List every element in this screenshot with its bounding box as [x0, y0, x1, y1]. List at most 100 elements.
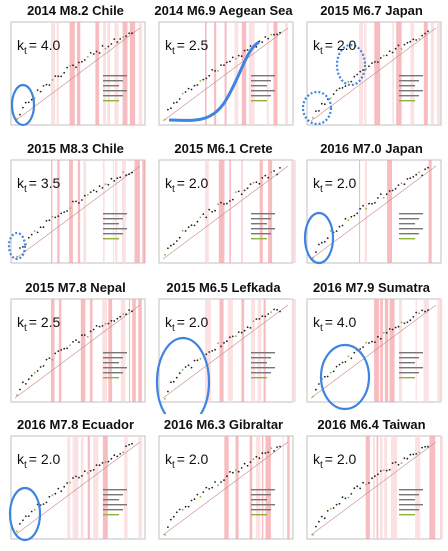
- kt-annotation: kt = 2.0: [313, 175, 357, 195]
- data-point: [211, 486, 214, 489]
- data-point: [388, 50, 391, 53]
- stats-line: [399, 80, 419, 82]
- window-band: [132, 299, 136, 402]
- data-point: [89, 469, 92, 472]
- data-point: [231, 56, 234, 59]
- stats-line: [399, 95, 419, 97]
- data-point: [104, 322, 107, 325]
- data-point: [81, 334, 83, 337]
- data-point: [379, 470, 382, 472]
- data-point: [63, 71, 66, 74]
- window-band: [380, 299, 383, 402]
- data-point: [249, 45, 252, 47]
- data-point: [81, 475, 83, 477]
- panel-11: 2016 M6.3 Gibraltar kt = 2.0: [151, 416, 296, 551]
- data-point: [231, 335, 234, 338]
- panel-8: 2015 M6.5 Lefkada kt = 2.0: [151, 279, 296, 414]
- stats-line: [251, 218, 271, 220]
- stats-line: [399, 85, 415, 87]
- fit-line: [14, 304, 141, 399]
- data-point: [318, 383, 320, 385]
- stats-line: [399, 213, 423, 215]
- data-point: [22, 519, 24, 522]
- data-point: [104, 183, 107, 186]
- window-band: [51, 160, 53, 263]
- window-band: [107, 22, 111, 125]
- data-point: [252, 181, 255, 184]
- data-point: [214, 348, 216, 351]
- data-point: [365, 341, 367, 344]
- data-point: [264, 452, 267, 454]
- data-point: [412, 453, 415, 456]
- window-band: [80, 436, 84, 539]
- data-point: [92, 469, 95, 471]
- stats-line: [399, 100, 415, 102]
- data-point: [412, 176, 415, 178]
- data-point: [196, 493, 199, 496]
- data-point: [128, 443, 130, 446]
- data-point: [273, 450, 275, 452]
- data-point: [208, 488, 211, 490]
- data-point: [409, 40, 412, 43]
- data-point: [199, 495, 202, 498]
- data-point: [246, 187, 249, 190]
- window-band: [291, 299, 296, 402]
- data-point: [229, 60, 231, 63]
- panel-7: 2015 M7.8 Nepal kt = 2.5: [3, 279, 148, 414]
- window-band: [89, 299, 93, 402]
- data-point: [211, 210, 214, 213]
- stats-line: [103, 95, 123, 97]
- data-point: [217, 484, 219, 487]
- window-band: [415, 436, 421, 539]
- data-point: [202, 213, 205, 216]
- data-point: [338, 225, 341, 228]
- data-point: [172, 102, 175, 104]
- data-point: [113, 454, 116, 457]
- data-point: [178, 508, 181, 511]
- data-point: [125, 445, 127, 448]
- data-point: [427, 166, 429, 169]
- data-point: [226, 202, 228, 205]
- data-point: [421, 446, 423, 449]
- stats-line: [251, 238, 267, 240]
- stats-line: [399, 372, 419, 374]
- data-point: [30, 374, 33, 377]
- data-point: [377, 197, 379, 199]
- data-point: [338, 87, 341, 90]
- data-point: [409, 453, 412, 456]
- data-point: [95, 464, 98, 466]
- window-band: [379, 436, 383, 539]
- data-point: [231, 198, 234, 201]
- window-band: [376, 436, 379, 539]
- data-point: [320, 102, 323, 105]
- stats-line: [399, 233, 419, 235]
- data-point: [205, 486, 208, 489]
- data-point: [388, 328, 391, 330]
- data-point: [54, 352, 57, 355]
- highlight-ellipse: [303, 211, 335, 265]
- panel-plot: kt = 2.5: [158, 21, 294, 126]
- data-point: [164, 253, 166, 256]
- data-point: [427, 445, 429, 448]
- window-band: [268, 160, 273, 263]
- panel-plot: kt = 2.5: [10, 298, 146, 403]
- data-point: [164, 534, 166, 536]
- data-point: [217, 342, 219, 345]
- window-band: [241, 160, 243, 263]
- window-band: [58, 299, 62, 402]
- data-point: [57, 487, 60, 490]
- data-point: [128, 173, 130, 176]
- data-point: [400, 462, 403, 464]
- stats-line: [103, 377, 119, 379]
- window-band: [248, 22, 255, 125]
- data-point: [356, 485, 359, 488]
- window-band: [241, 22, 247, 125]
- data-point: [208, 351, 211, 353]
- panel-plot: kt = 3.5: [7, 159, 146, 264]
- data-point: [101, 325, 104, 327]
- data-point: [45, 220, 48, 222]
- data-point: [211, 69, 214, 71]
- data-point: [178, 98, 181, 100]
- data-point: [223, 479, 225, 482]
- data-point: [406, 178, 409, 180]
